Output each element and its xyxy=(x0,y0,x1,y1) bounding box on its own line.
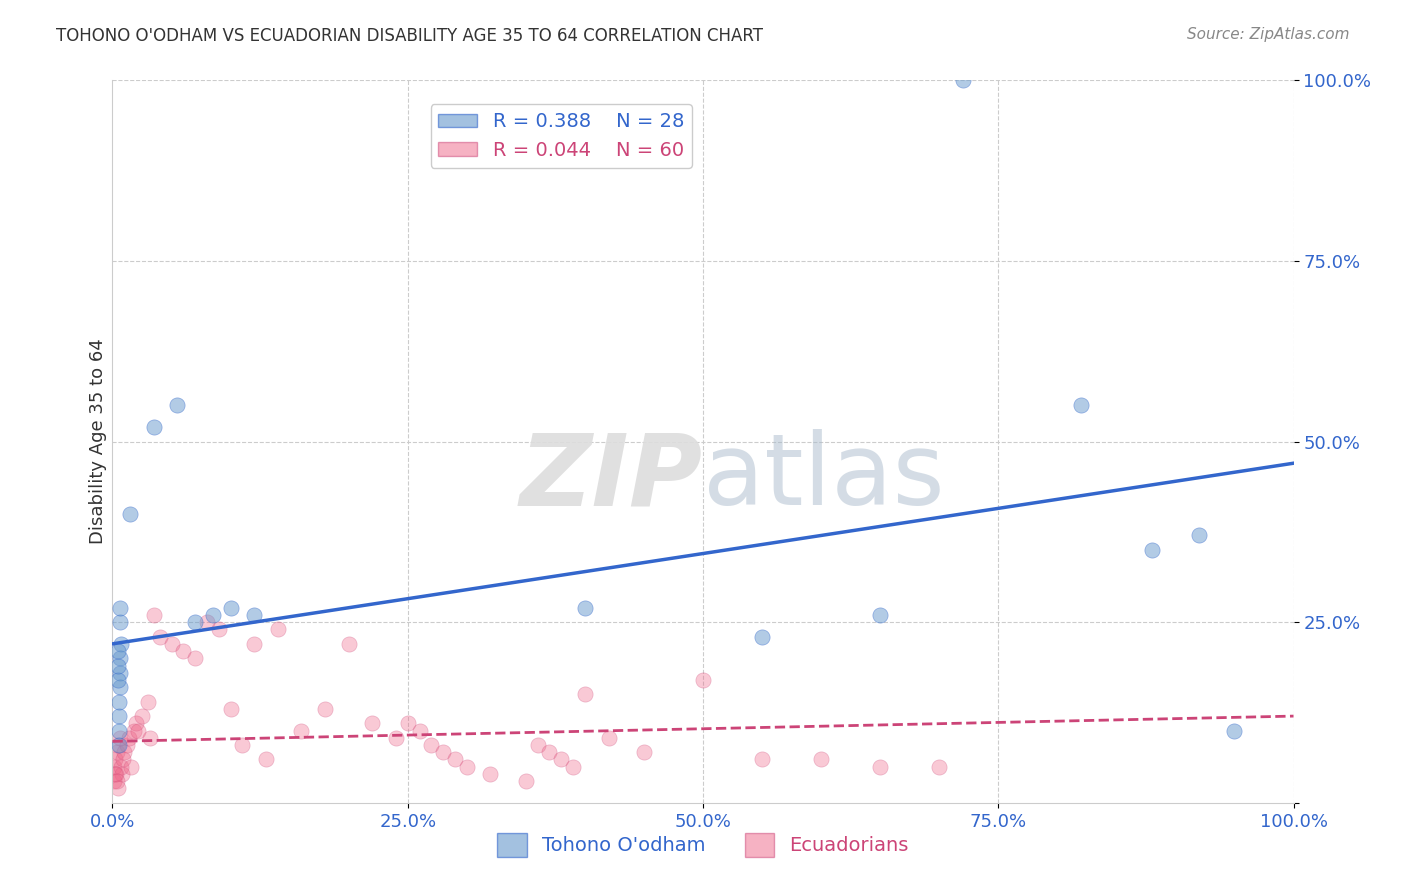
Point xyxy=(201,607,224,622)
Point xyxy=(110,760,132,774)
Point xyxy=(108,680,131,694)
Point xyxy=(108,651,131,665)
Point xyxy=(598,731,620,745)
Point xyxy=(110,637,132,651)
Point xyxy=(243,607,266,622)
Point xyxy=(408,723,430,738)
Point xyxy=(219,702,242,716)
Point xyxy=(1223,723,1246,738)
Point xyxy=(751,630,773,644)
Point xyxy=(231,738,253,752)
Point xyxy=(127,723,149,738)
Point xyxy=(107,673,129,687)
Point xyxy=(184,615,207,630)
Point xyxy=(166,398,188,412)
Point xyxy=(1188,528,1211,542)
Point xyxy=(142,607,165,622)
Point xyxy=(107,781,129,796)
Text: atlas: atlas xyxy=(703,429,945,526)
Point xyxy=(396,716,419,731)
Text: ZIP: ZIP xyxy=(520,429,703,526)
Point xyxy=(208,623,231,637)
Point xyxy=(107,658,129,673)
Point xyxy=(515,774,537,789)
Point xyxy=(149,630,172,644)
Point xyxy=(120,760,142,774)
Point xyxy=(103,760,125,774)
Point xyxy=(361,716,384,731)
Point xyxy=(444,752,467,766)
Point xyxy=(243,637,266,651)
Point xyxy=(105,745,128,759)
Point xyxy=(195,615,218,630)
Point xyxy=(131,709,153,723)
Point xyxy=(526,738,548,752)
Point xyxy=(103,774,125,789)
Point xyxy=(107,695,129,709)
Point xyxy=(108,723,131,738)
Point xyxy=(105,774,128,789)
Point xyxy=(108,665,131,680)
Point xyxy=(108,615,131,630)
Point xyxy=(869,760,891,774)
Legend: R = 0.388    N = 28, R = 0.044    N = 60: R = 0.388 N = 28, R = 0.044 N = 60 xyxy=(430,104,692,168)
Point xyxy=(104,752,127,766)
Point xyxy=(574,687,596,701)
Point xyxy=(432,745,454,759)
Point xyxy=(420,738,443,752)
Point xyxy=(550,752,572,766)
Point xyxy=(254,752,277,766)
Point xyxy=(107,644,129,658)
Point xyxy=(118,731,141,745)
Point xyxy=(110,600,132,615)
Point xyxy=(692,673,714,687)
Point xyxy=(108,709,131,723)
Point xyxy=(104,767,127,781)
Point xyxy=(314,702,336,716)
Y-axis label: Disability Age 35 to 64: Disability Age 35 to 64 xyxy=(89,339,107,544)
Point xyxy=(107,738,129,752)
Point xyxy=(105,767,128,781)
Point xyxy=(139,731,162,745)
Point xyxy=(160,637,183,651)
Point xyxy=(479,767,502,781)
Point xyxy=(125,716,148,731)
Point xyxy=(385,731,408,745)
Point xyxy=(869,607,891,622)
Point xyxy=(108,738,131,752)
Point xyxy=(112,745,135,759)
Point xyxy=(112,752,135,766)
Point xyxy=(538,745,561,759)
Text: Source: ZipAtlas.com: Source: ZipAtlas.com xyxy=(1187,27,1350,42)
Point xyxy=(108,731,131,745)
Point xyxy=(456,760,478,774)
Point xyxy=(122,723,145,738)
Point xyxy=(928,760,950,774)
Point xyxy=(633,745,655,759)
Point xyxy=(1070,398,1092,412)
Point xyxy=(290,723,312,738)
Point xyxy=(337,637,360,651)
Point xyxy=(1140,542,1163,557)
Text: TOHONO O'ODHAM VS ECUADORIAN DISABILITY AGE 35 TO 64 CORRELATION CHART: TOHONO O'ODHAM VS ECUADORIAN DISABILITY … xyxy=(56,27,763,45)
Point xyxy=(142,420,165,434)
Point xyxy=(115,738,138,752)
Point xyxy=(810,752,832,766)
Point xyxy=(184,651,207,665)
Point xyxy=(267,623,290,637)
Point xyxy=(120,507,142,521)
Point xyxy=(219,600,242,615)
Point xyxy=(172,644,194,658)
Point xyxy=(562,760,585,774)
Point xyxy=(111,767,134,781)
Point xyxy=(574,600,596,615)
Point xyxy=(952,73,974,87)
Point xyxy=(136,695,159,709)
Point xyxy=(751,752,773,766)
Legend: Tohono O'odham, Ecuadorians: Tohono O'odham, Ecuadorians xyxy=(489,825,917,864)
